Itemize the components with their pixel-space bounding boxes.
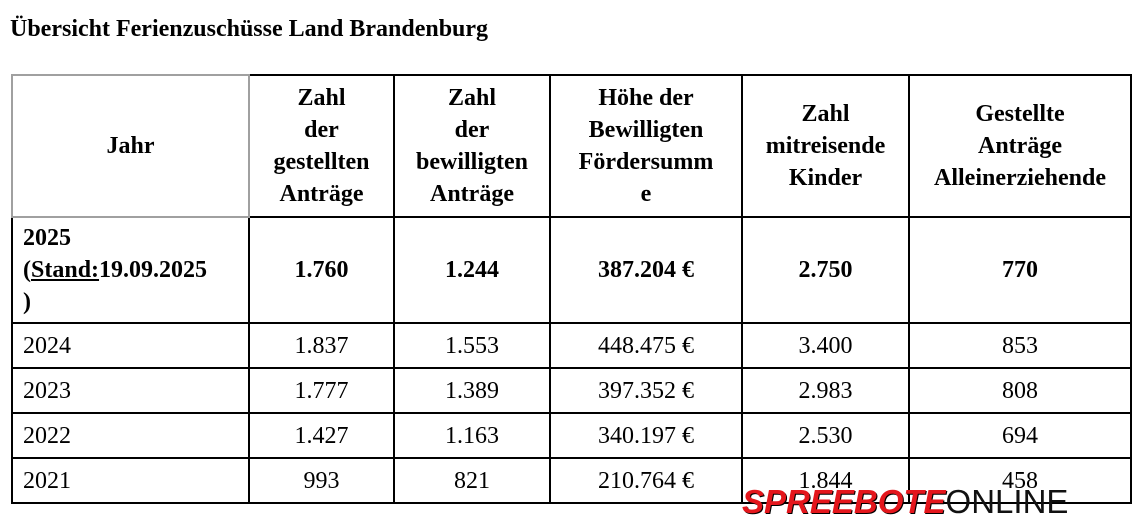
cell-year: 2022	[11, 412, 250, 459]
header-line: Anträge	[279, 181, 364, 207]
watermark-brand-red: SPREEBOTE	[742, 483, 946, 520]
header-line: Fördersumm	[578, 149, 714, 175]
header-line: mitreisende	[765, 133, 886, 159]
cell-gestellt: 1.760	[248, 216, 395, 324]
header-line: Zahl	[801, 101, 850, 127]
header-line: der	[304, 117, 339, 143]
header-line: Höhe der	[598, 85, 694, 111]
cell-kinder: 2.750	[741, 216, 910, 324]
header-line: Alleinerziehende	[934, 165, 1106, 191]
cell-alleinerziehende: 694	[908, 412, 1132, 459]
table-row: 2022 1.427 1.163 340.197 € 2.530 694	[11, 412, 1132, 459]
cell-year: 2025 (Stand:19.09.2025 )	[11, 216, 250, 324]
table-row: 2024 1.837 1.553 448.475 € 3.400 853	[11, 322, 1132, 369]
header-line: Zahl	[297, 85, 346, 111]
column-header-jahr: Jahr	[11, 74, 250, 218]
header-line: Gestellte	[975, 101, 1065, 127]
cell-year: 2021	[11, 457, 250, 504]
stand-label: Stand:	[31, 257, 100, 283]
header-line: gestellten	[273, 149, 370, 175]
cell-bewilligt: 1.244	[393, 216, 551, 324]
stand-date: 19.09.2025	[99, 257, 208, 283]
cell-bewilligt: 1.163	[393, 412, 551, 459]
table-row: 2023 1.777 1.389 397.352 € 2.983 808	[11, 367, 1132, 414]
stand-close-paren: )	[23, 289, 31, 315]
cell-summe: 340.197 €	[549, 412, 743, 459]
header-line: Jahr	[106, 133, 155, 159]
cell-gestellt: 1.427	[248, 412, 395, 459]
column-header-gestellte-antraege: Zahl der gestellten Anträge	[248, 74, 395, 218]
table-header-row: Jahr Zahl der gestellten Anträge Zahl de…	[11, 74, 1132, 218]
cell-alleinerziehende: 458	[908, 457, 1132, 504]
cell-gestellt: 1.777	[248, 367, 395, 414]
header-line: Anträge	[978, 133, 1062, 159]
header-line: Zahl	[447, 85, 497, 111]
spreebote-online-watermark: SPREEBOTEONLINE	[742, 484, 1068, 520]
cell-alleinerziehende: 770	[908, 216, 1132, 324]
cell-gestellt: 993	[248, 457, 395, 504]
watermark-brand-black: ONLINE	[945, 483, 1069, 520]
year-value: 2025	[23, 225, 71, 251]
table-row-current: 2025 (Stand:19.09.2025 ) 1.760 1.244 387…	[11, 216, 1132, 324]
funding-table: Jahr Zahl der gestellten Anträge Zahl de…	[11, 74, 1132, 504]
cell-year: 2024	[11, 322, 250, 369]
header-line: e	[640, 181, 652, 207]
cell-summe: 210.764 €	[549, 457, 743, 504]
header-line: der	[454, 117, 490, 143]
column-header-mitreisende-kinder: Zahl mitreisende Kinder	[741, 74, 910, 218]
column-header-alleinerziehende: Gestellte Anträge Alleinerziehende	[908, 74, 1132, 218]
header-line: Kinder	[788, 165, 863, 191]
cell-alleinerziehende: 853	[908, 322, 1132, 369]
header-line: Bewilligten	[588, 117, 704, 143]
cell-kinder: 2.530	[741, 412, 910, 459]
header-line: Anträge	[430, 181, 514, 207]
table-row: 2021 993 821 210.764 € 1.844 458	[11, 457, 1132, 504]
page-title: Übersicht Ferienzuschüsse Land Brandenbu…	[10, 16, 489, 42]
cell-gestellt: 1.837	[248, 322, 395, 369]
column-header-foerdersumme: Höhe der Bewilligten Fördersumm e	[549, 74, 743, 218]
cell-kinder: 3.400	[741, 322, 910, 369]
cell-bewilligt: 1.389	[393, 367, 551, 414]
cell-summe: 448.475 €	[549, 322, 743, 369]
cell-alleinerziehende: 808	[908, 367, 1132, 414]
cell-bewilligt: 821	[393, 457, 551, 504]
cell-kinder: 2.983	[741, 367, 910, 414]
cell-kinder: 1.844	[741, 457, 910, 504]
cell-summe: 387.204 €	[549, 216, 743, 324]
cell-bewilligt: 1.553	[393, 322, 551, 369]
stand-open-paren: (	[23, 257, 31, 283]
column-header-bewilligte-antraege: Zahl der bewilligten Anträge	[393, 74, 551, 218]
header-line: bewilligten	[416, 149, 528, 175]
cell-year: 2023	[11, 367, 250, 414]
cell-summe: 397.352 €	[549, 367, 743, 414]
